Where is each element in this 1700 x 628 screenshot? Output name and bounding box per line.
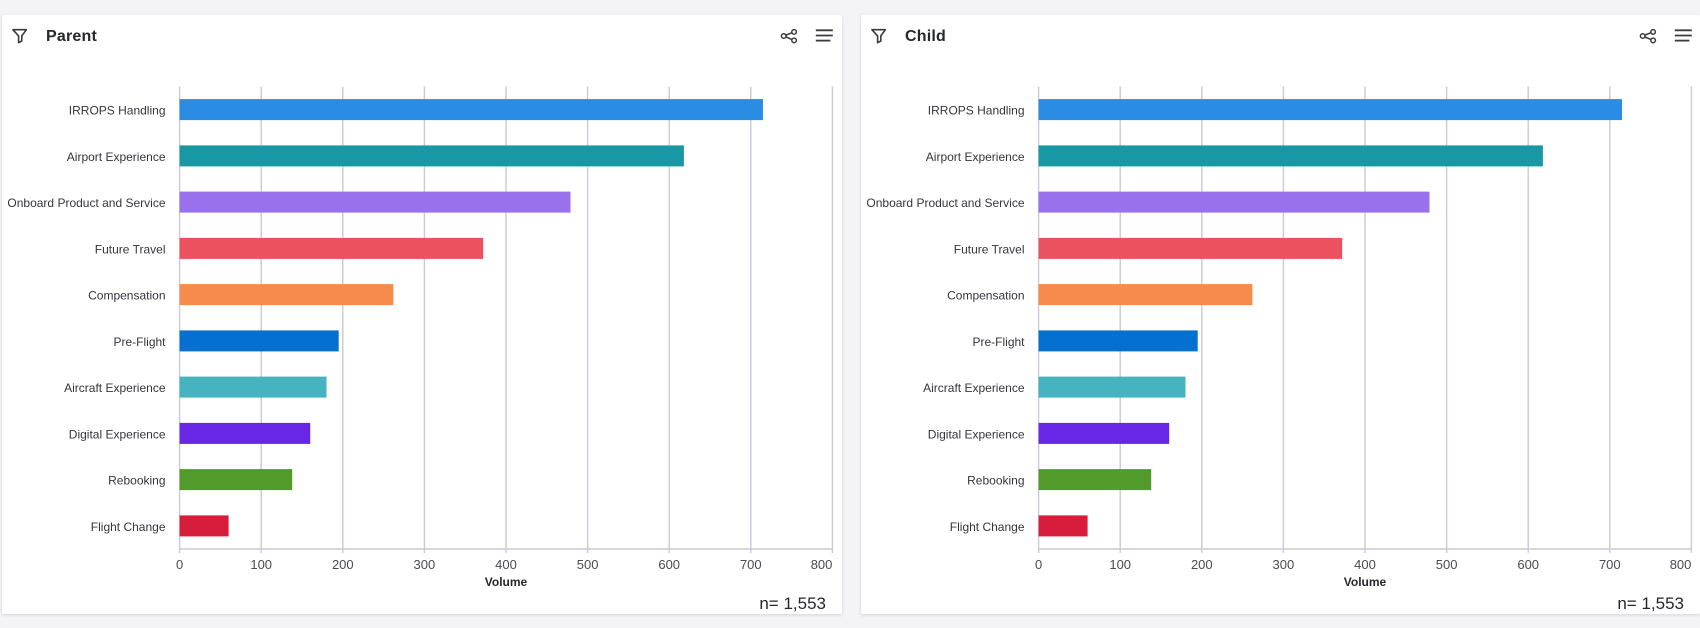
svg-text:IRROPS Handling: IRROPS Handling xyxy=(69,104,166,118)
svg-text:Rebooking: Rebooking xyxy=(108,474,165,488)
svg-text:0: 0 xyxy=(176,557,183,572)
svg-text:300: 300 xyxy=(1273,557,1295,572)
svg-text:Airport Experience: Airport Experience xyxy=(67,150,166,164)
svg-text:Future Travel: Future Travel xyxy=(954,242,1025,256)
svg-text:200: 200 xyxy=(1191,557,1213,572)
svg-text:600: 600 xyxy=(1517,557,1539,572)
svg-text:Airport Experience: Airport Experience xyxy=(926,150,1025,164)
svg-text:Rebooking: Rebooking xyxy=(967,474,1024,488)
svg-text:Future Travel: Future Travel xyxy=(95,242,166,256)
svg-text:Digital Experience: Digital Experience xyxy=(928,427,1025,441)
svg-text:Aircraft Experience: Aircraft Experience xyxy=(923,381,1025,395)
svg-text:700: 700 xyxy=(740,557,762,572)
svg-text:800: 800 xyxy=(811,557,833,572)
svg-text:Pre-Flight: Pre-Flight xyxy=(972,335,1025,349)
svg-text:500: 500 xyxy=(1436,557,1458,572)
svg-text:800: 800 xyxy=(1670,557,1692,572)
svg-text:Flight Change: Flight Change xyxy=(950,520,1025,534)
svg-text:700: 700 xyxy=(1599,557,1621,572)
svg-text:Digital Experience: Digital Experience xyxy=(69,427,166,441)
svg-text:400: 400 xyxy=(1354,557,1376,572)
svg-text:Flight Change: Flight Change xyxy=(91,520,166,534)
svg-text:Pre-Flight: Pre-Flight xyxy=(113,335,166,349)
svg-text:100: 100 xyxy=(250,557,272,572)
svg-text:200: 200 xyxy=(332,557,354,572)
svg-text:600: 600 xyxy=(658,557,680,572)
svg-text:Compensation: Compensation xyxy=(947,289,1024,303)
svg-text:500: 500 xyxy=(577,557,599,572)
svg-text:Volume: Volume xyxy=(1344,575,1387,589)
svg-text:Volume: Volume xyxy=(485,575,528,589)
svg-text:400: 400 xyxy=(495,557,517,572)
svg-text:Onboard Product and Service: Onboard Product and Service xyxy=(7,196,165,210)
svg-text:IRROPS Handling: IRROPS Handling xyxy=(928,104,1025,118)
svg-text:Aircraft Experience: Aircraft Experience xyxy=(64,381,166,395)
svg-text:100: 100 xyxy=(1109,557,1131,572)
svg-text:300: 300 xyxy=(414,557,436,572)
svg-text:0: 0 xyxy=(1035,557,1042,572)
svg-text:Compensation: Compensation xyxy=(88,289,165,303)
svg-text:Onboard Product and Service: Onboard Product and Service xyxy=(866,196,1024,210)
